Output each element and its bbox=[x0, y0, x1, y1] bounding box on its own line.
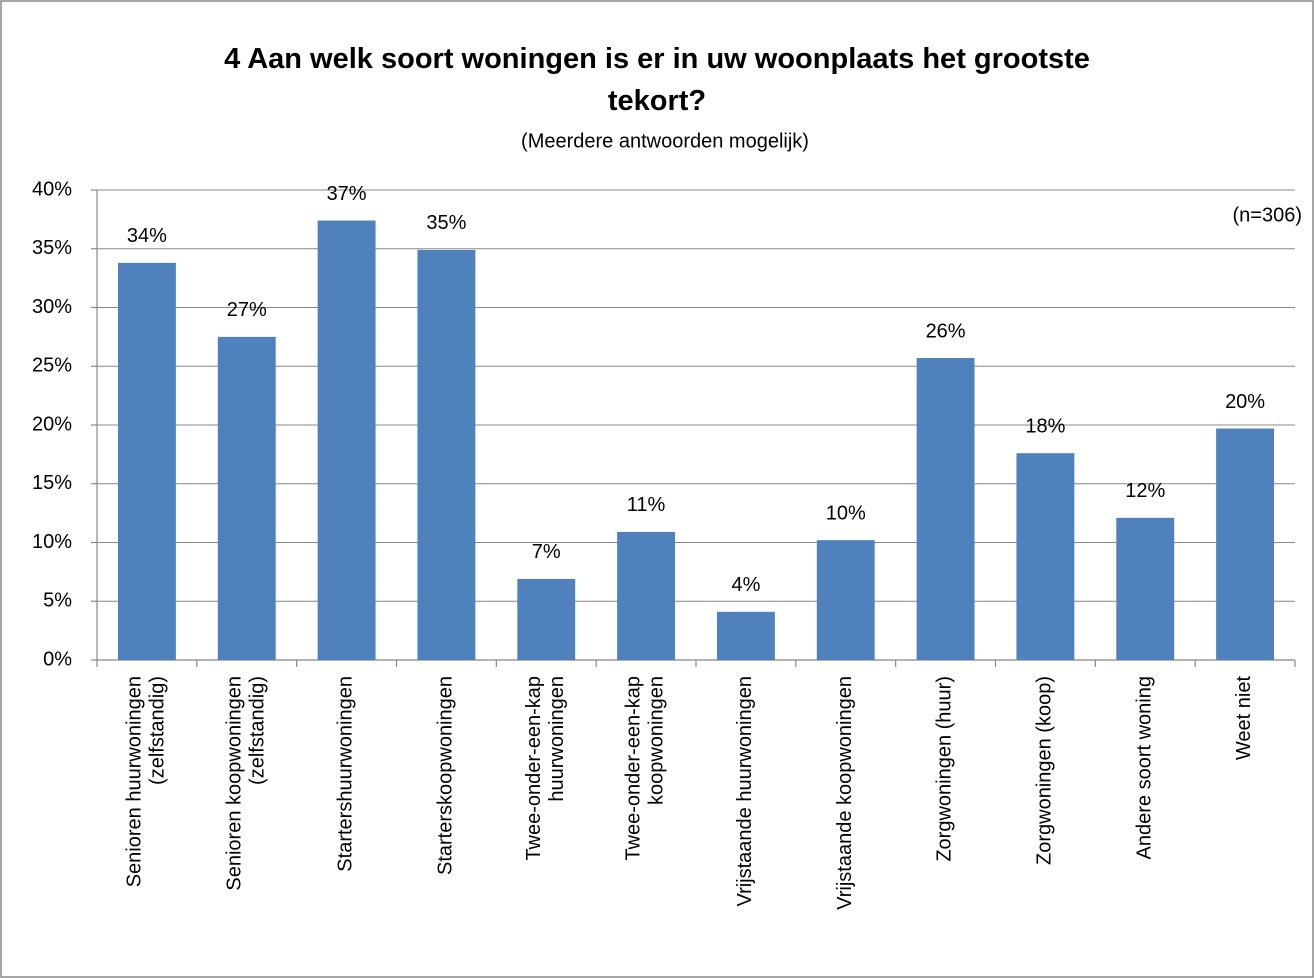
value-label: 18% bbox=[1025, 415, 1065, 437]
x-tick-label: Zorgwoningen (huur) bbox=[934, 676, 956, 862]
value-label: 12% bbox=[1125, 480, 1165, 502]
value-label: 7% bbox=[532, 541, 561, 563]
bar bbox=[617, 531, 676, 660]
y-tick-label: 0% bbox=[43, 648, 72, 670]
bar bbox=[517, 578, 576, 660]
x-tick-label: Vrijstaande huurwoningen bbox=[734, 676, 756, 907]
value-label: 35% bbox=[426, 212, 466, 234]
chart-title: 4 Aan welk soort woningen is er in uw wo… bbox=[224, 43, 1090, 117]
bar bbox=[916, 358, 975, 660]
value-label: 27% bbox=[227, 299, 267, 321]
annotation: (n=306) bbox=[1233, 204, 1303, 226]
y-tick-label: 5% bbox=[43, 590, 72, 612]
value-label: 26% bbox=[926, 320, 966, 342]
y-tick-label: 25% bbox=[32, 355, 72, 377]
y-tick-label: 20% bbox=[32, 413, 72, 435]
x-tick-label: Weet niet bbox=[1233, 676, 1255, 761]
bar bbox=[317, 220, 376, 661]
bar bbox=[816, 540, 875, 660]
bar bbox=[716, 611, 775, 660]
bar bbox=[417, 249, 476, 661]
bar bbox=[217, 336, 276, 660]
y-tick-label: 10% bbox=[32, 531, 72, 553]
x-tick-label: Zorgwoningen (koop) bbox=[1034, 676, 1056, 865]
x-tick-label: Senioren huurwoningen(zelfstandig) bbox=[124, 676, 169, 887]
value-label: 10% bbox=[826, 502, 866, 524]
value-label: 34% bbox=[127, 225, 167, 247]
bar bbox=[1016, 453, 1075, 660]
x-tick-label: Startershuurwoningen bbox=[335, 676, 357, 872]
value-label: 37% bbox=[327, 183, 367, 205]
y-tick-label: 30% bbox=[32, 296, 72, 318]
x-tick-label: Senioren koopwoningen(zelfstandig) bbox=[224, 676, 269, 891]
bar bbox=[1116, 517, 1175, 660]
y-tick-label: 40% bbox=[32, 178, 72, 200]
x-tick-label: Starterskoopwoningen bbox=[435, 676, 457, 875]
x-tick-label: Twee-onder-een-kapkoopwoningen bbox=[623, 676, 668, 861]
x-tick-label: Vrijstaande koopwoningen bbox=[834, 676, 856, 910]
chart-subtitle: (Meerdere antwoorden mogelijk) bbox=[521, 130, 809, 152]
bar bbox=[1216, 428, 1275, 660]
value-label: 11% bbox=[627, 494, 666, 516]
value-label: 20% bbox=[1225, 391, 1265, 413]
y-tick-label: 15% bbox=[32, 472, 72, 494]
y-tick-label: 35% bbox=[32, 237, 72, 259]
x-tick-label: Twee-onder-een-kaphuurwoningen bbox=[523, 676, 568, 861]
bar bbox=[117, 262, 176, 660]
x-tick-label: Andere soort woning bbox=[1134, 676, 1156, 859]
value-label: 4% bbox=[731, 574, 760, 596]
